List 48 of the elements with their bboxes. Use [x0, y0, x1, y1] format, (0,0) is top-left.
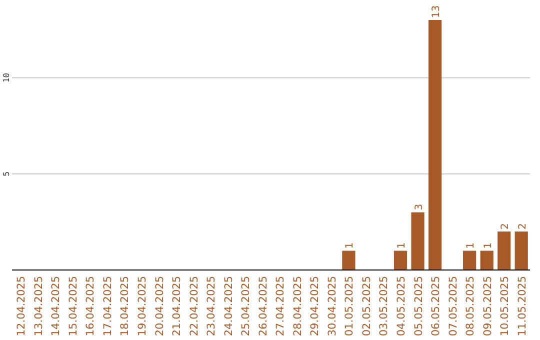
x-tick-label: 17.04.2025	[102, 276, 114, 336]
x-tick-label: 03.05.2025	[378, 276, 390, 336]
bar	[342, 250, 356, 270]
x-tick-label: 04.05.2025	[396, 276, 408, 336]
x-tick-label: 10.05.2025	[499, 276, 512, 336]
y-tick-label: 10	[2, 72, 11, 83]
x-tick-label: 24.04.2025	[222, 276, 235, 336]
bar	[463, 250, 476, 270]
x-tick-label: 28.04.2025	[292, 276, 304, 336]
x-tick-label: 07.05.2025	[447, 276, 460, 336]
y-tick-label: 5	[2, 171, 11, 176]
bar	[514, 232, 528, 270]
x-tick-label: 08.05.2025	[464, 276, 477, 336]
bar	[480, 250, 494, 270]
bar	[411, 212, 424, 270]
x-tick-label: 06.05.2025	[430, 276, 442, 336]
bar	[498, 232, 511, 270]
x-tick-label: 05.05.2025	[412, 276, 425, 336]
data-label: 1	[482, 242, 494, 249]
x-tick-label: 15.04.2025	[67, 276, 80, 336]
data-label: 2	[500, 223, 512, 230]
bar	[428, 20, 442, 270]
x-tick-label: 01.05.2025	[344, 276, 356, 336]
x-tick-label: 18.04.2025	[119, 276, 132, 336]
x-tick-label: 23.04.2025	[206, 276, 218, 336]
data-label: 1	[466, 242, 477, 249]
x-tick-label: 30.04.2025	[326, 276, 338, 336]
x-tick-label: 09.05.2025	[482, 276, 494, 336]
data-label: 1	[396, 242, 408, 249]
data-label: 2	[517, 223, 528, 230]
x-tick-label: 29.04.2025	[309, 276, 322, 336]
x-tick-label: 02.05.2025	[360, 276, 373, 336]
x-tick-label: 16.04.2025	[84, 276, 97, 336]
x-tick-label: 19.04.2025	[136, 276, 148, 336]
x-tick-label: 11.05.2025	[516, 276, 528, 336]
x-tick-label: 25.04.2025	[240, 276, 252, 336]
x-tick-label: 22.04.2025	[188, 276, 200, 336]
data-label: 13	[431, 5, 442, 18]
x-tick-label: 26.04.2025	[257, 276, 270, 336]
data-label: 1	[344, 242, 356, 249]
bar	[394, 250, 408, 270]
x-tick-label: 12.04.2025	[16, 276, 28, 336]
x-tick-label: 13.04.2025	[32, 276, 45, 336]
x-tick-label: 20.04.2025	[154, 276, 166, 336]
data-label: 3	[414, 204, 425, 210]
x-tick-label: 21.04.2025	[171, 276, 184, 336]
x-tick-label: 27.04.2025	[274, 276, 287, 336]
x-tick-label: 14.04.2025	[50, 276, 62, 336]
